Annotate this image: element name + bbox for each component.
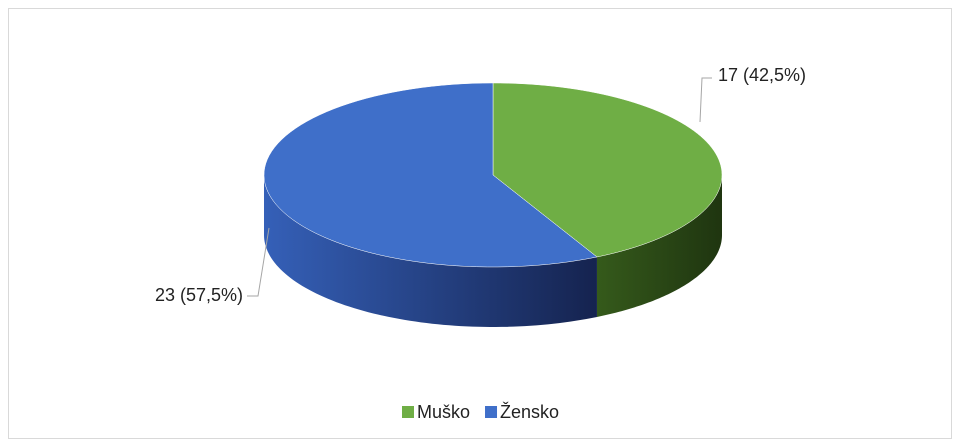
slice — [263, 82, 598, 268]
leader-line — [699, 77, 712, 123]
legend-swatch — [402, 406, 414, 418]
data-label: 17 (42,5%) — [718, 65, 806, 85]
legend-label: Žensko — [500, 402, 559, 422]
legend-label: Muško — [417, 402, 470, 422]
leader-line — [247, 227, 270, 297]
slice — [492, 82, 723, 258]
data-label: 23 (57,5%) — [155, 285, 243, 305]
slice-side — [264, 175, 597, 327]
slice-side — [596, 175, 722, 317]
legend-swatch — [485, 406, 498, 418]
